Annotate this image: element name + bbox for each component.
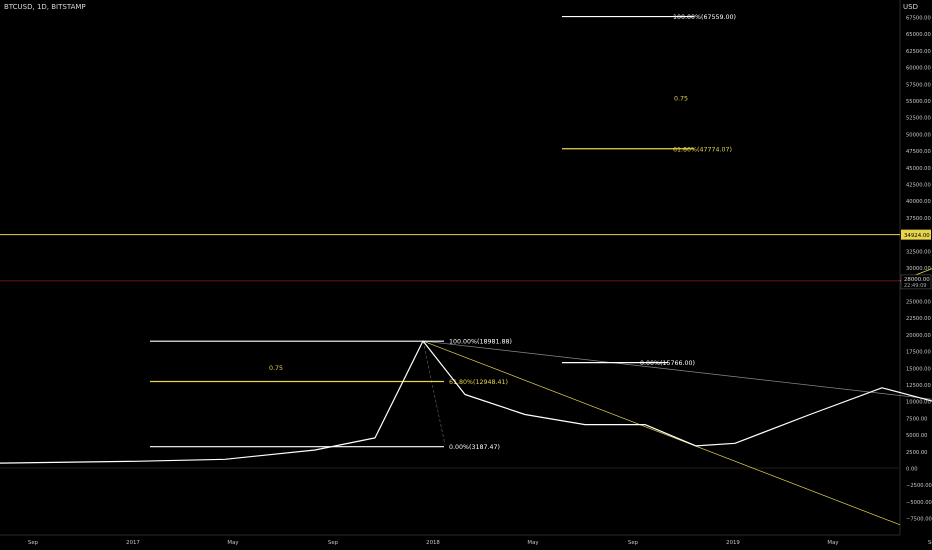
x-tick-label: May [227, 540, 239, 546]
y-tick-label: 42500.00 [906, 183, 931, 189]
y-tick-label: 62500.00 [906, 49, 931, 55]
price-line [0, 340, 932, 464]
x-tick-label: 2017 [126, 540, 140, 546]
y-tick-label: 20000.00 [906, 333, 931, 339]
y-tick-label: 0.00 [906, 467, 918, 473]
fib-level-label: 100.00%(18981.88) [449, 339, 512, 346]
fan-line [422, 340, 932, 400]
fib-level-label: 61.80%(47774.07) [673, 146, 732, 153]
y-tick-label: 12500.00 [906, 383, 931, 389]
y-tick-label: 45000.00 [906, 166, 931, 172]
fib-level-label: 0.00%(3187.47) [449, 444, 500, 451]
y-tick-label: 37500.00 [906, 216, 931, 222]
crosshair-tag-label: 28000.00 [904, 277, 930, 283]
y-tick-label: 50000.00 [906, 132, 931, 138]
y-tick-label: 5000.00 [906, 433, 927, 439]
y-tick-label: 60000.00 [906, 66, 931, 72]
currency-label: USD [903, 3, 918, 11]
x-tick-label: May [527, 540, 539, 546]
y-tick-label: −2500.00 [906, 483, 932, 489]
y-tick-label: 55000.00 [906, 99, 931, 105]
y-tick-label: 7500.00 [906, 416, 927, 422]
x-tick-label: Sep [928, 540, 932, 546]
y-tick-label: 30000.00 [906, 266, 931, 272]
x-tick-label: 2019 [726, 540, 740, 546]
y-tick-label: 25000.00 [906, 299, 931, 305]
y-tick-label: 10000.00 [906, 400, 931, 406]
y-tick-label: 15000.00 [906, 366, 931, 372]
price-tag [901, 229, 931, 240]
y-tick-label: 52500.00 [906, 116, 931, 122]
y-tick-label: 65000.00 [906, 32, 931, 38]
trend-line [422, 340, 901, 526]
y-tick-label: 32500.00 [906, 249, 931, 255]
x-tick-label: Sep [328, 540, 339, 546]
fib-level-label: 100.00%(67559.00) [673, 14, 736, 21]
y-tick-label: −7500.00 [906, 517, 932, 523]
fib-level-label: 0.00%(15766.00) [640, 360, 695, 367]
y-tick-label: 22500.00 [906, 316, 931, 322]
y-tick-label: 47500.00 [906, 149, 931, 155]
y-tick-label: 67500.00 [906, 15, 931, 21]
price-tag-label: 34924.00 [904, 233, 930, 239]
x-tick-label: Sep [28, 540, 39, 546]
y-tick-label: 57500.00 [906, 82, 931, 88]
x-tick-label: 2018 [426, 540, 440, 546]
crosshair-tag [900, 274, 932, 290]
chart-symbol-title: BTCUSD, 1D, BITSTAMP [4, 3, 86, 11]
dashed-fan-line [422, 340, 446, 445]
x-tick-label: Sep [628, 540, 639, 546]
y-tick-label: −5000.00 [906, 500, 932, 506]
x-tick-label: May [827, 540, 839, 546]
fan-level-label: 0.75 [674, 95, 688, 102]
y-tick-label: 17500.00 [906, 350, 931, 356]
y-tick-label: 40000.00 [906, 199, 931, 205]
y-tick-label: 2500.00 [906, 450, 927, 456]
crosshair-tag-time: 22:49:09 [904, 283, 926, 289]
fan-level-label: 0.75 [269, 365, 283, 372]
fib-level-label: 61.80%(12948.41) [449, 379, 508, 386]
